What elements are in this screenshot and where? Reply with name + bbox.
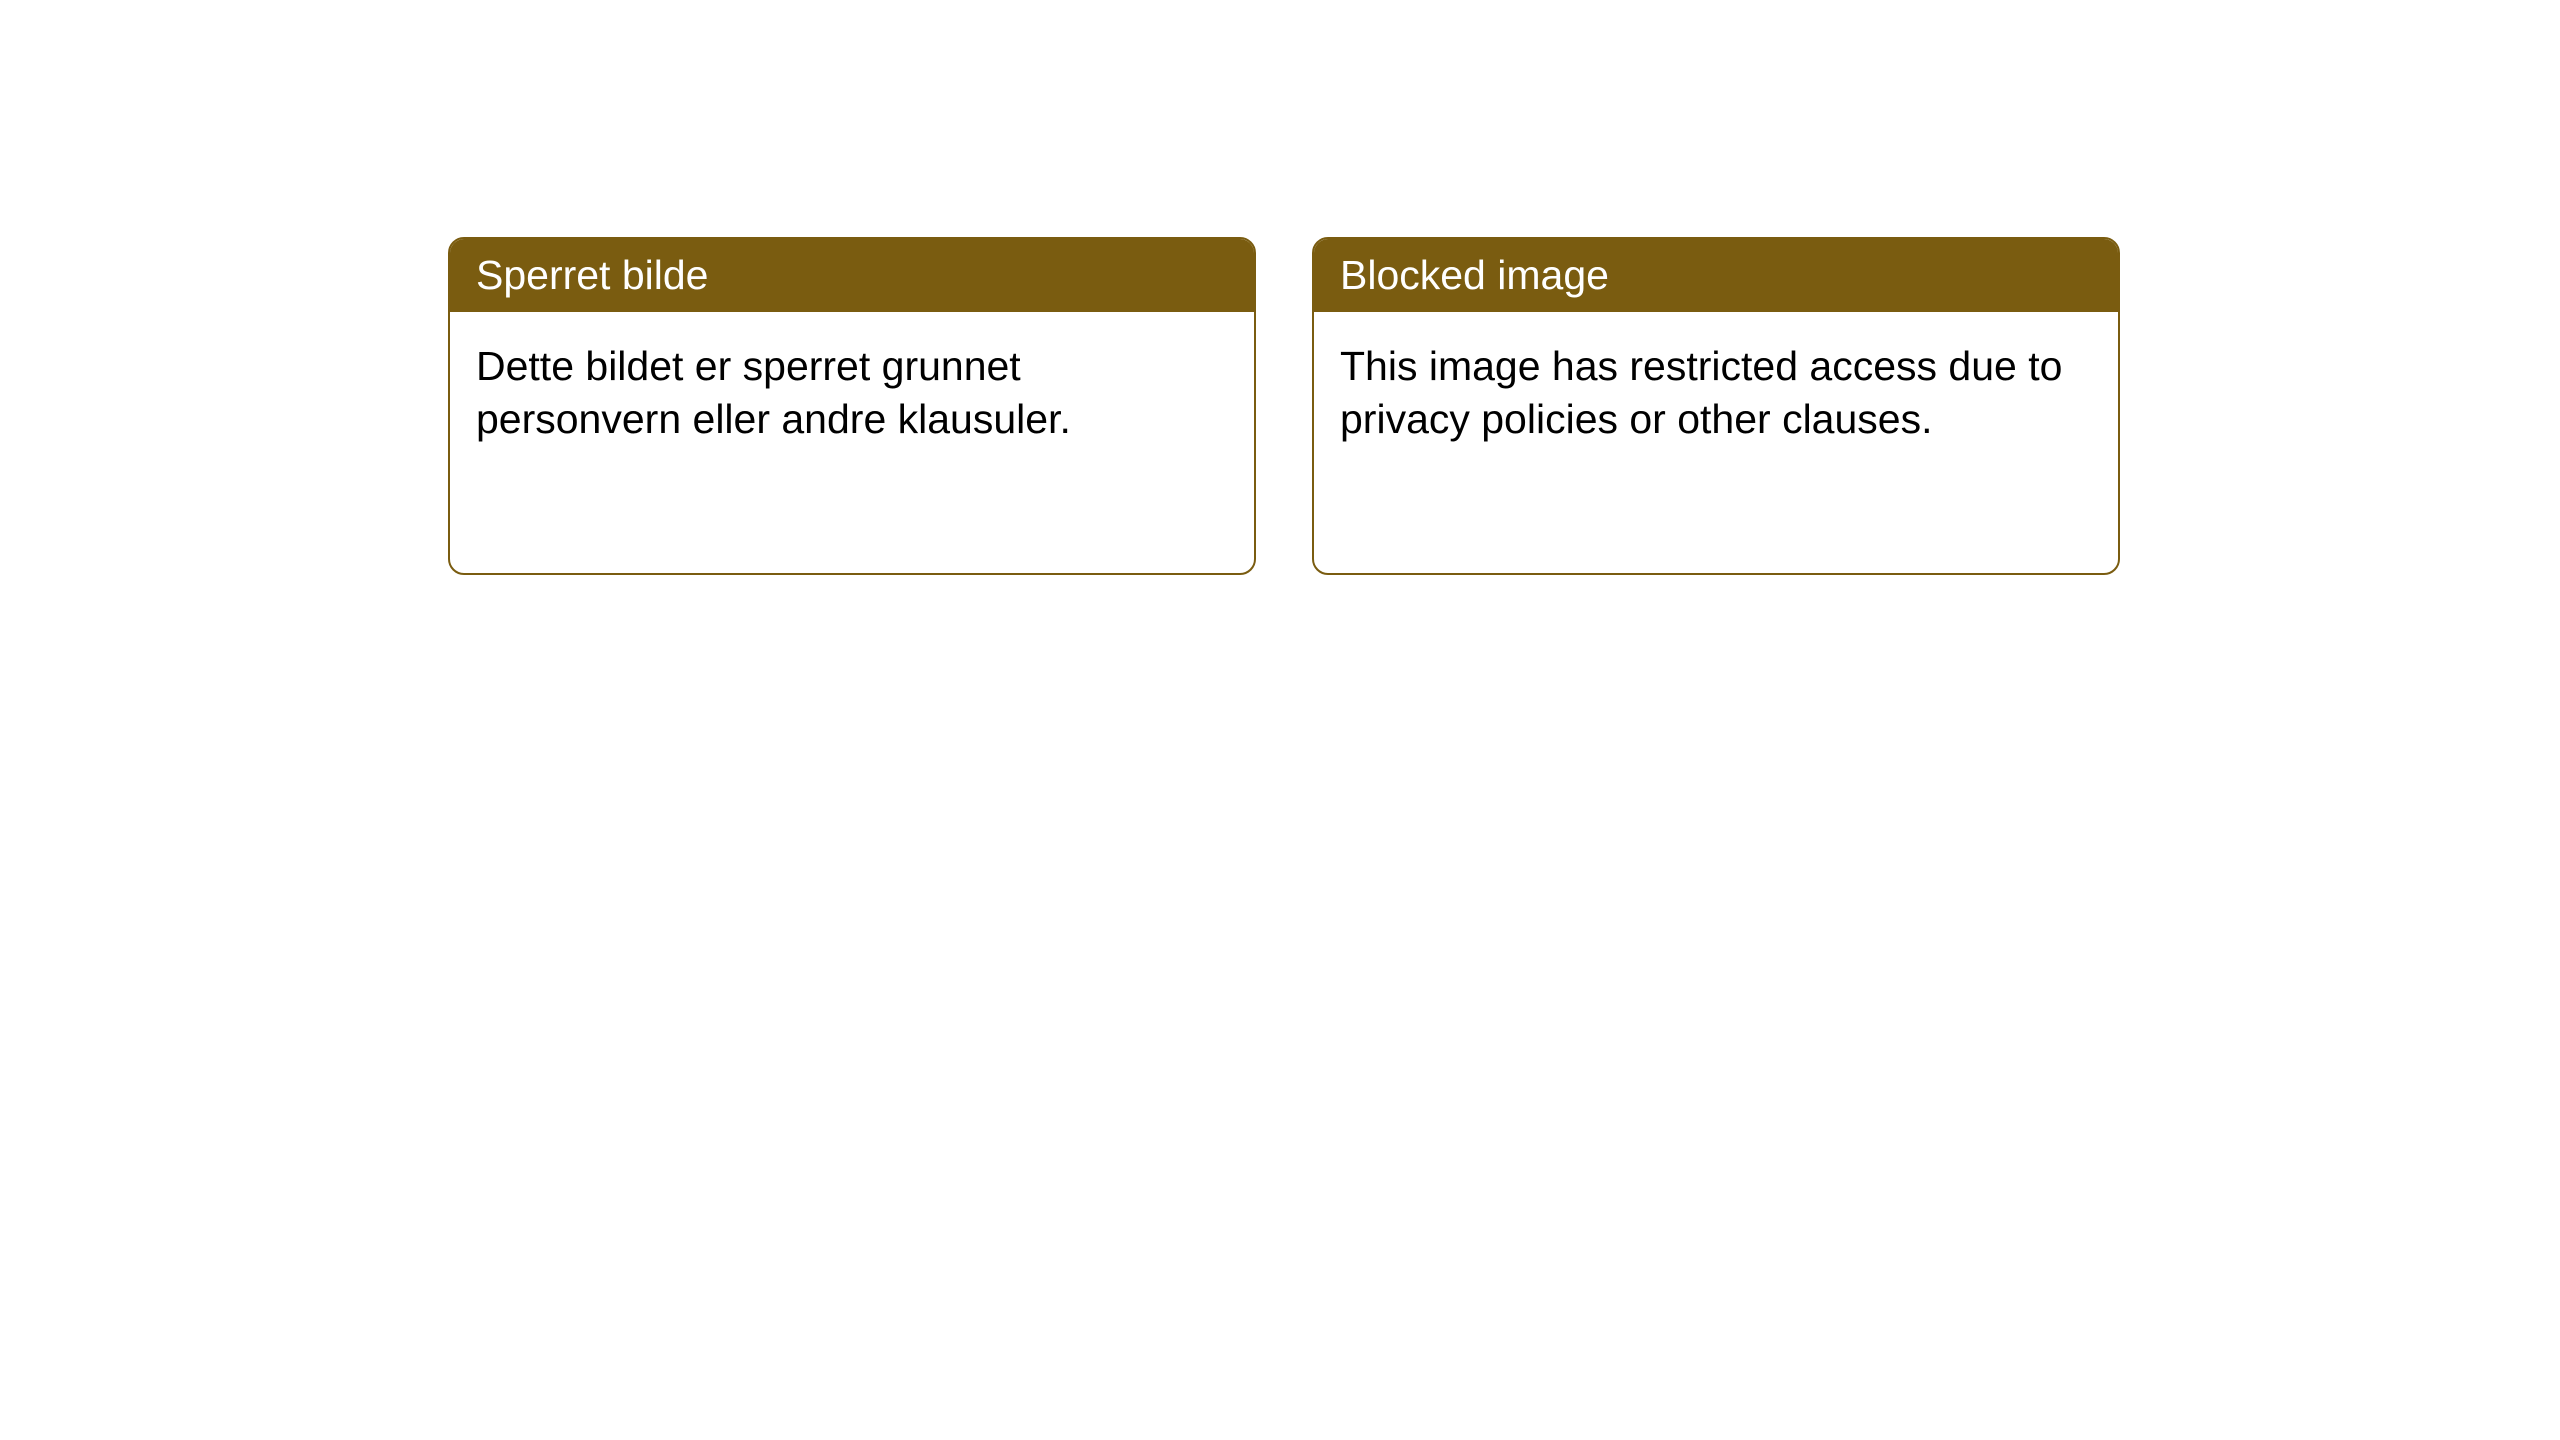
notice-title-en: Blocked image [1314,239,2118,312]
notice-box-no: Sperret bilde Dette bildet er sperret gr… [448,237,1256,575]
notice-body-no: Dette bildet er sperret grunnet personve… [450,312,1254,473]
notice-box-en: Blocked image This image has restricted … [1312,237,2120,575]
notice-container: Sperret bilde Dette bildet er sperret gr… [448,237,2120,575]
notice-body-en: This image has restricted access due to … [1314,312,2118,473]
notice-title-no: Sperret bilde [450,239,1254,312]
